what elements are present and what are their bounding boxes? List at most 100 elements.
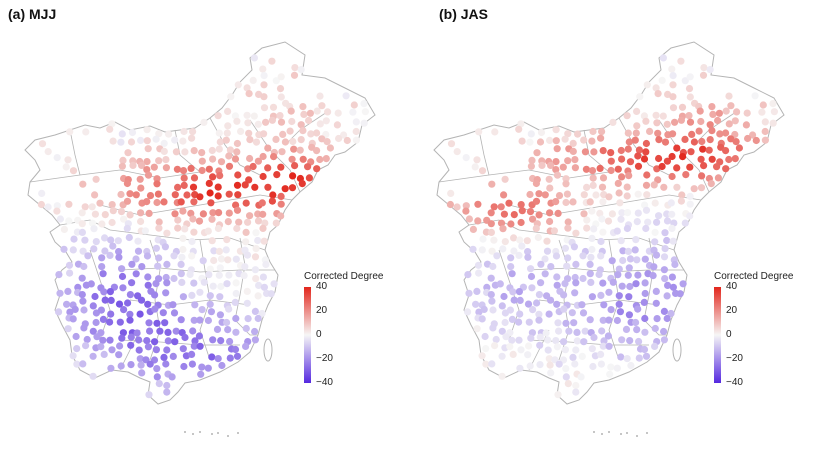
station-point — [79, 297, 87, 305]
station-point — [214, 192, 222, 200]
station-point — [160, 353, 168, 361]
station-point — [152, 135, 160, 143]
station-point — [582, 165, 590, 173]
station-point — [541, 270, 549, 278]
station-point — [215, 247, 223, 255]
station-point — [63, 300, 71, 308]
station-point — [268, 116, 276, 124]
station-point — [200, 118, 208, 126]
station-point — [180, 362, 188, 371]
station-point — [56, 215, 64, 223]
station-point — [618, 282, 626, 290]
station-point — [214, 355, 222, 363]
station-point — [143, 158, 151, 166]
station-point — [668, 65, 676, 73]
station-point — [573, 328, 581, 336]
station-point — [698, 172, 706, 180]
station-point — [727, 102, 735, 110]
station-point — [588, 345, 596, 353]
station-point — [627, 361, 635, 370]
station-point — [259, 172, 267, 181]
station-point — [316, 92, 324, 100]
station-point — [615, 189, 623, 197]
station-point — [510, 296, 518, 304]
station-point — [81, 203, 89, 211]
station-point — [260, 104, 269, 112]
station-point — [243, 111, 251, 119]
station-point — [289, 137, 297, 146]
station-point — [517, 201, 525, 209]
station-point — [209, 173, 217, 181]
station-point — [532, 224, 540, 232]
station-point — [153, 319, 161, 327]
station-point — [653, 119, 661, 127]
station-point — [132, 255, 140, 263]
station-point — [162, 360, 170, 368]
station-point — [545, 175, 553, 183]
station-point — [222, 246, 230, 254]
station-point — [651, 342, 659, 350]
station-point — [583, 216, 591, 224]
station-point — [291, 162, 299, 170]
station-point — [580, 191, 588, 199]
station-point — [123, 179, 131, 188]
station-point — [144, 300, 152, 308]
station-point — [564, 218, 572, 226]
station-point — [635, 146, 643, 154]
station-point — [572, 229, 580, 237]
station-point — [697, 184, 706, 192]
station-point — [225, 271, 233, 279]
station-point — [137, 209, 145, 217]
station-point — [117, 362, 125, 370]
station-point — [616, 308, 624, 316]
station-point — [225, 305, 233, 313]
station-point — [640, 155, 649, 163]
station-point — [642, 206, 651, 214]
station-point — [79, 180, 87, 188]
station-point — [770, 108, 778, 116]
station-point — [125, 233, 133, 242]
station-point — [135, 346, 143, 354]
station-point — [599, 279, 607, 287]
station-point — [690, 185, 698, 193]
station-point — [242, 324, 250, 333]
station-point — [493, 252, 501, 260]
station-point — [552, 337, 560, 345]
station-point — [260, 93, 268, 101]
station-point — [153, 373, 161, 381]
station-point — [155, 224, 163, 232]
station-point — [178, 278, 186, 286]
station-point — [596, 164, 604, 172]
station-point — [322, 117, 330, 125]
station-point — [547, 369, 555, 377]
station-point — [518, 242, 526, 250]
station-point — [144, 273, 152, 281]
station-point — [171, 191, 179, 199]
station-point — [669, 283, 677, 291]
station-point — [722, 107, 730, 115]
station-point — [92, 175, 100, 183]
station-point — [546, 184, 554, 192]
station-point — [536, 138, 545, 146]
station-point — [652, 111, 660, 119]
station-point — [101, 247, 109, 255]
station-point — [607, 157, 615, 165]
station-point — [153, 175, 161, 183]
station-point — [137, 361, 145, 369]
station-point — [252, 245, 260, 253]
station-point — [316, 120, 324, 128]
station-point — [267, 290, 275, 298]
station-point — [179, 245, 187, 254]
station-point — [118, 334, 126, 342]
station-point — [196, 342, 204, 350]
island-mark — [626, 432, 628, 434]
station-point — [536, 341, 544, 349]
station-point — [553, 343, 561, 351]
station-point — [498, 352, 506, 360]
station-point — [217, 282, 225, 291]
island-mark — [199, 431, 201, 433]
station-point — [231, 112, 239, 120]
station-point — [259, 152, 267, 161]
station-point — [179, 293, 187, 301]
station-point — [700, 64, 708, 72]
